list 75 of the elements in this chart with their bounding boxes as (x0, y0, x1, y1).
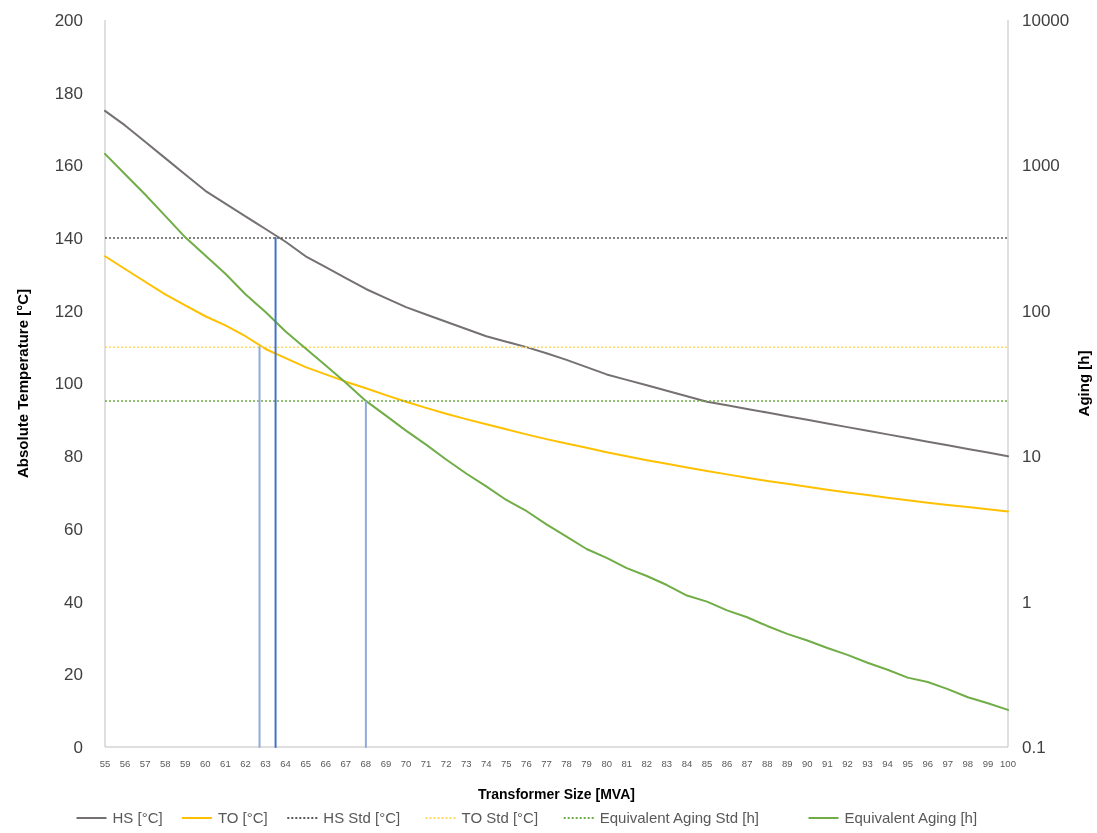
y-tick-label: 160 (54, 156, 83, 176)
y2-tick-label: 0.1 (1022, 737, 1046, 757)
x-tick-label: 97 (942, 758, 954, 769)
y2-tick-label: 1 (1022, 592, 1032, 612)
x-tick-label: 77 (541, 758, 552, 769)
x-tick-label: 67 (340, 758, 352, 769)
y-tick-label: 0 (73, 737, 83, 757)
x-tick-label: 78 (561, 758, 572, 769)
x-tick-label: 66 (320, 758, 332, 769)
y-tick-label: 40 (64, 592, 83, 612)
x-tick-label: 73 (460, 758, 472, 769)
y-tick-label: 200 (54, 10, 83, 30)
x-tick-label: 83 (661, 758, 673, 769)
x-tick-label: 74 (480, 758, 492, 769)
x-tick-label: 85 (701, 758, 713, 769)
line-series (104, 109, 1009, 458)
x-tick-label: 75 (501, 758, 512, 769)
x-tick-label: 92 (842, 758, 853, 769)
x-tick-label: 63 (260, 758, 271, 769)
x-tick-label: 70 (400, 758, 412, 769)
x-tick-label: 87 (741, 758, 753, 769)
x-tick-label: 69 (380, 758, 392, 769)
x-tick-label: 96 (922, 758, 934, 769)
x-tick-label: 61 (220, 758, 231, 769)
x-tick-label: 89 (781, 758, 793, 769)
x-tick-label: 55 (99, 758, 111, 769)
y-tick-label: 20 (64, 665, 83, 685)
x-tick-label: 84 (681, 758, 693, 769)
x-tick-label: 88 (761, 758, 773, 769)
x-tick-label: 90 (802, 758, 813, 769)
y2-tick-label: 100 (1022, 301, 1051, 321)
x-tick-label: 64 (280, 758, 291, 769)
y2-tick-label: 1000 (1022, 156, 1060, 176)
legend-label: Equivalent Aging Std [h] (599, 809, 759, 827)
x-tick-label: 86 (721, 758, 733, 769)
x-axis-title: Transformer Size [MVA] (478, 786, 635, 802)
legend-label: TO [°C] (217, 809, 268, 827)
x-tick-label: 99 (982, 758, 994, 769)
y-axis-title: Absolute Temperature [°C] (14, 288, 31, 479)
legend-label: HS Std [°C] (323, 809, 401, 827)
x-tick-label: 68 (360, 758, 372, 769)
y-tick-label: 140 (54, 229, 83, 249)
y-tick-label: 120 (54, 301, 83, 321)
y2-tick-label: 10 (1022, 447, 1041, 467)
y-tick-label: 100 (54, 374, 83, 394)
y-tick-label: 80 (64, 447, 83, 467)
x-tick-label: 91 (822, 758, 833, 769)
x-tick-label: 98 (962, 758, 974, 769)
x-tick-label: 82 (641, 758, 653, 769)
x-tick-label: 56 (119, 758, 131, 769)
legend-label: HS [°C] (112, 809, 163, 827)
x-tick-label: 93 (862, 758, 873, 769)
x-tick-label: 71 (420, 758, 432, 769)
x-tick-label: 65 (300, 758, 311, 769)
x-tick-label: 57 (139, 758, 151, 769)
x-tick-label: 58 (159, 758, 171, 769)
legend-label: Equivalent Aging [h] (844, 809, 978, 827)
y2-tick-label: 10000 (1022, 10, 1070, 30)
x-tick-label: 60 (200, 758, 211, 769)
line-series (104, 255, 1009, 513)
x-tick-label: 59 (179, 758, 191, 769)
x-tick-label: 81 (621, 758, 633, 769)
line-series (104, 152, 1009, 711)
x-tick-label: 80 (601, 758, 612, 769)
legend-label: TO Std [°C] (461, 809, 539, 827)
x-tick-label: 100 (1000, 758, 1016, 769)
y-tick-label: 180 (54, 83, 83, 103)
y-tick-label: 60 (64, 519, 83, 539)
x-tick-label: 72 (440, 758, 452, 769)
x-tick-label: 94 (882, 758, 893, 769)
x-tick-label: 76 (521, 758, 532, 769)
y2-axis-title: Aging [h] (1075, 350, 1092, 417)
x-tick-label: 62 (240, 758, 251, 769)
x-tick-label: 95 (902, 758, 913, 769)
x-tick-label: 79 (581, 758, 592, 769)
